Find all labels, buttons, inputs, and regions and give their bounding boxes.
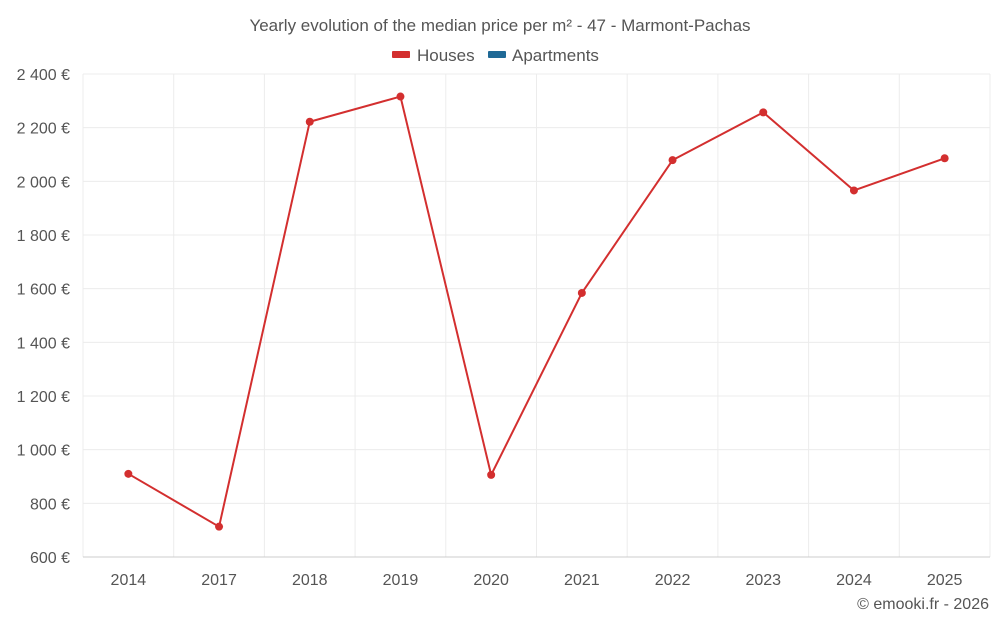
- series-houses: [124, 92, 949, 531]
- legend-swatch-houses: [392, 51, 410, 58]
- x-tick-label: 2020: [473, 572, 509, 589]
- x-tick-label: 2021: [564, 572, 600, 589]
- x-tick-label: 2024: [836, 572, 872, 589]
- legend-item-houses[interactable]: Houses: [392, 46, 475, 65]
- data-point[interactable]: [396, 92, 405, 101]
- data-point[interactable]: [124, 469, 133, 478]
- x-tick-label: 2019: [383, 572, 419, 589]
- data-point[interactable]: [487, 470, 496, 479]
- legend-item-apartments[interactable]: Apartments: [488, 46, 599, 65]
- legend-swatch-apartments: [488, 51, 506, 58]
- data-point[interactable]: [849, 186, 858, 195]
- x-tick-label: 2014: [111, 572, 147, 589]
- y-tick-label: 2 400 €: [17, 67, 70, 84]
- data-point[interactable]: [759, 108, 768, 117]
- axes: 600 € 800 € 1 000 € 1 200 € 1 400 € 1 600 € 1 …: [17, 67, 990, 589]
- y-tick-label: 1 400 €: [17, 335, 70, 352]
- data-point[interactable]: [668, 156, 677, 165]
- legend: Houses Apartments: [392, 46, 599, 65]
- legend-label-houses: Houses: [417, 46, 475, 65]
- series-line-houses: [127, 95, 945, 528]
- data-point[interactable]: [577, 288, 586, 297]
- x-tick-label: 2023: [745, 572, 781, 589]
- data-point[interactable]: [940, 154, 949, 163]
- x-tick-label: 2018: [292, 572, 328, 589]
- x-tick-label: 2025: [927, 572, 963, 589]
- credit-text: © emooki.fr - 2026: [857, 596, 989, 613]
- data-point[interactable]: [305, 117, 314, 126]
- data-point[interactable]: [215, 522, 224, 531]
- y-tick-label: 2 000 €: [17, 174, 70, 191]
- chart-title: Yearly evolution of the median price per…: [249, 16, 750, 35]
- x-tick-label: 2022: [655, 572, 691, 589]
- y-tick-label: 1 200 €: [17, 389, 70, 406]
- y-tick-label: 800 €: [30, 496, 70, 513]
- y-tick-label: 1 800 €: [17, 228, 70, 245]
- legend-label-apartments: Apartments: [512, 46, 599, 65]
- y-tick-label: 1 600 €: [17, 282, 70, 299]
- x-tick-label: 2017: [201, 572, 237, 589]
- y-tick-label: 2 200 €: [17, 121, 70, 138]
- y-tick-label: 600 €: [30, 550, 70, 567]
- y-tick-label: 1 000 €: [17, 443, 70, 460]
- grid: [82, 73, 991, 557]
